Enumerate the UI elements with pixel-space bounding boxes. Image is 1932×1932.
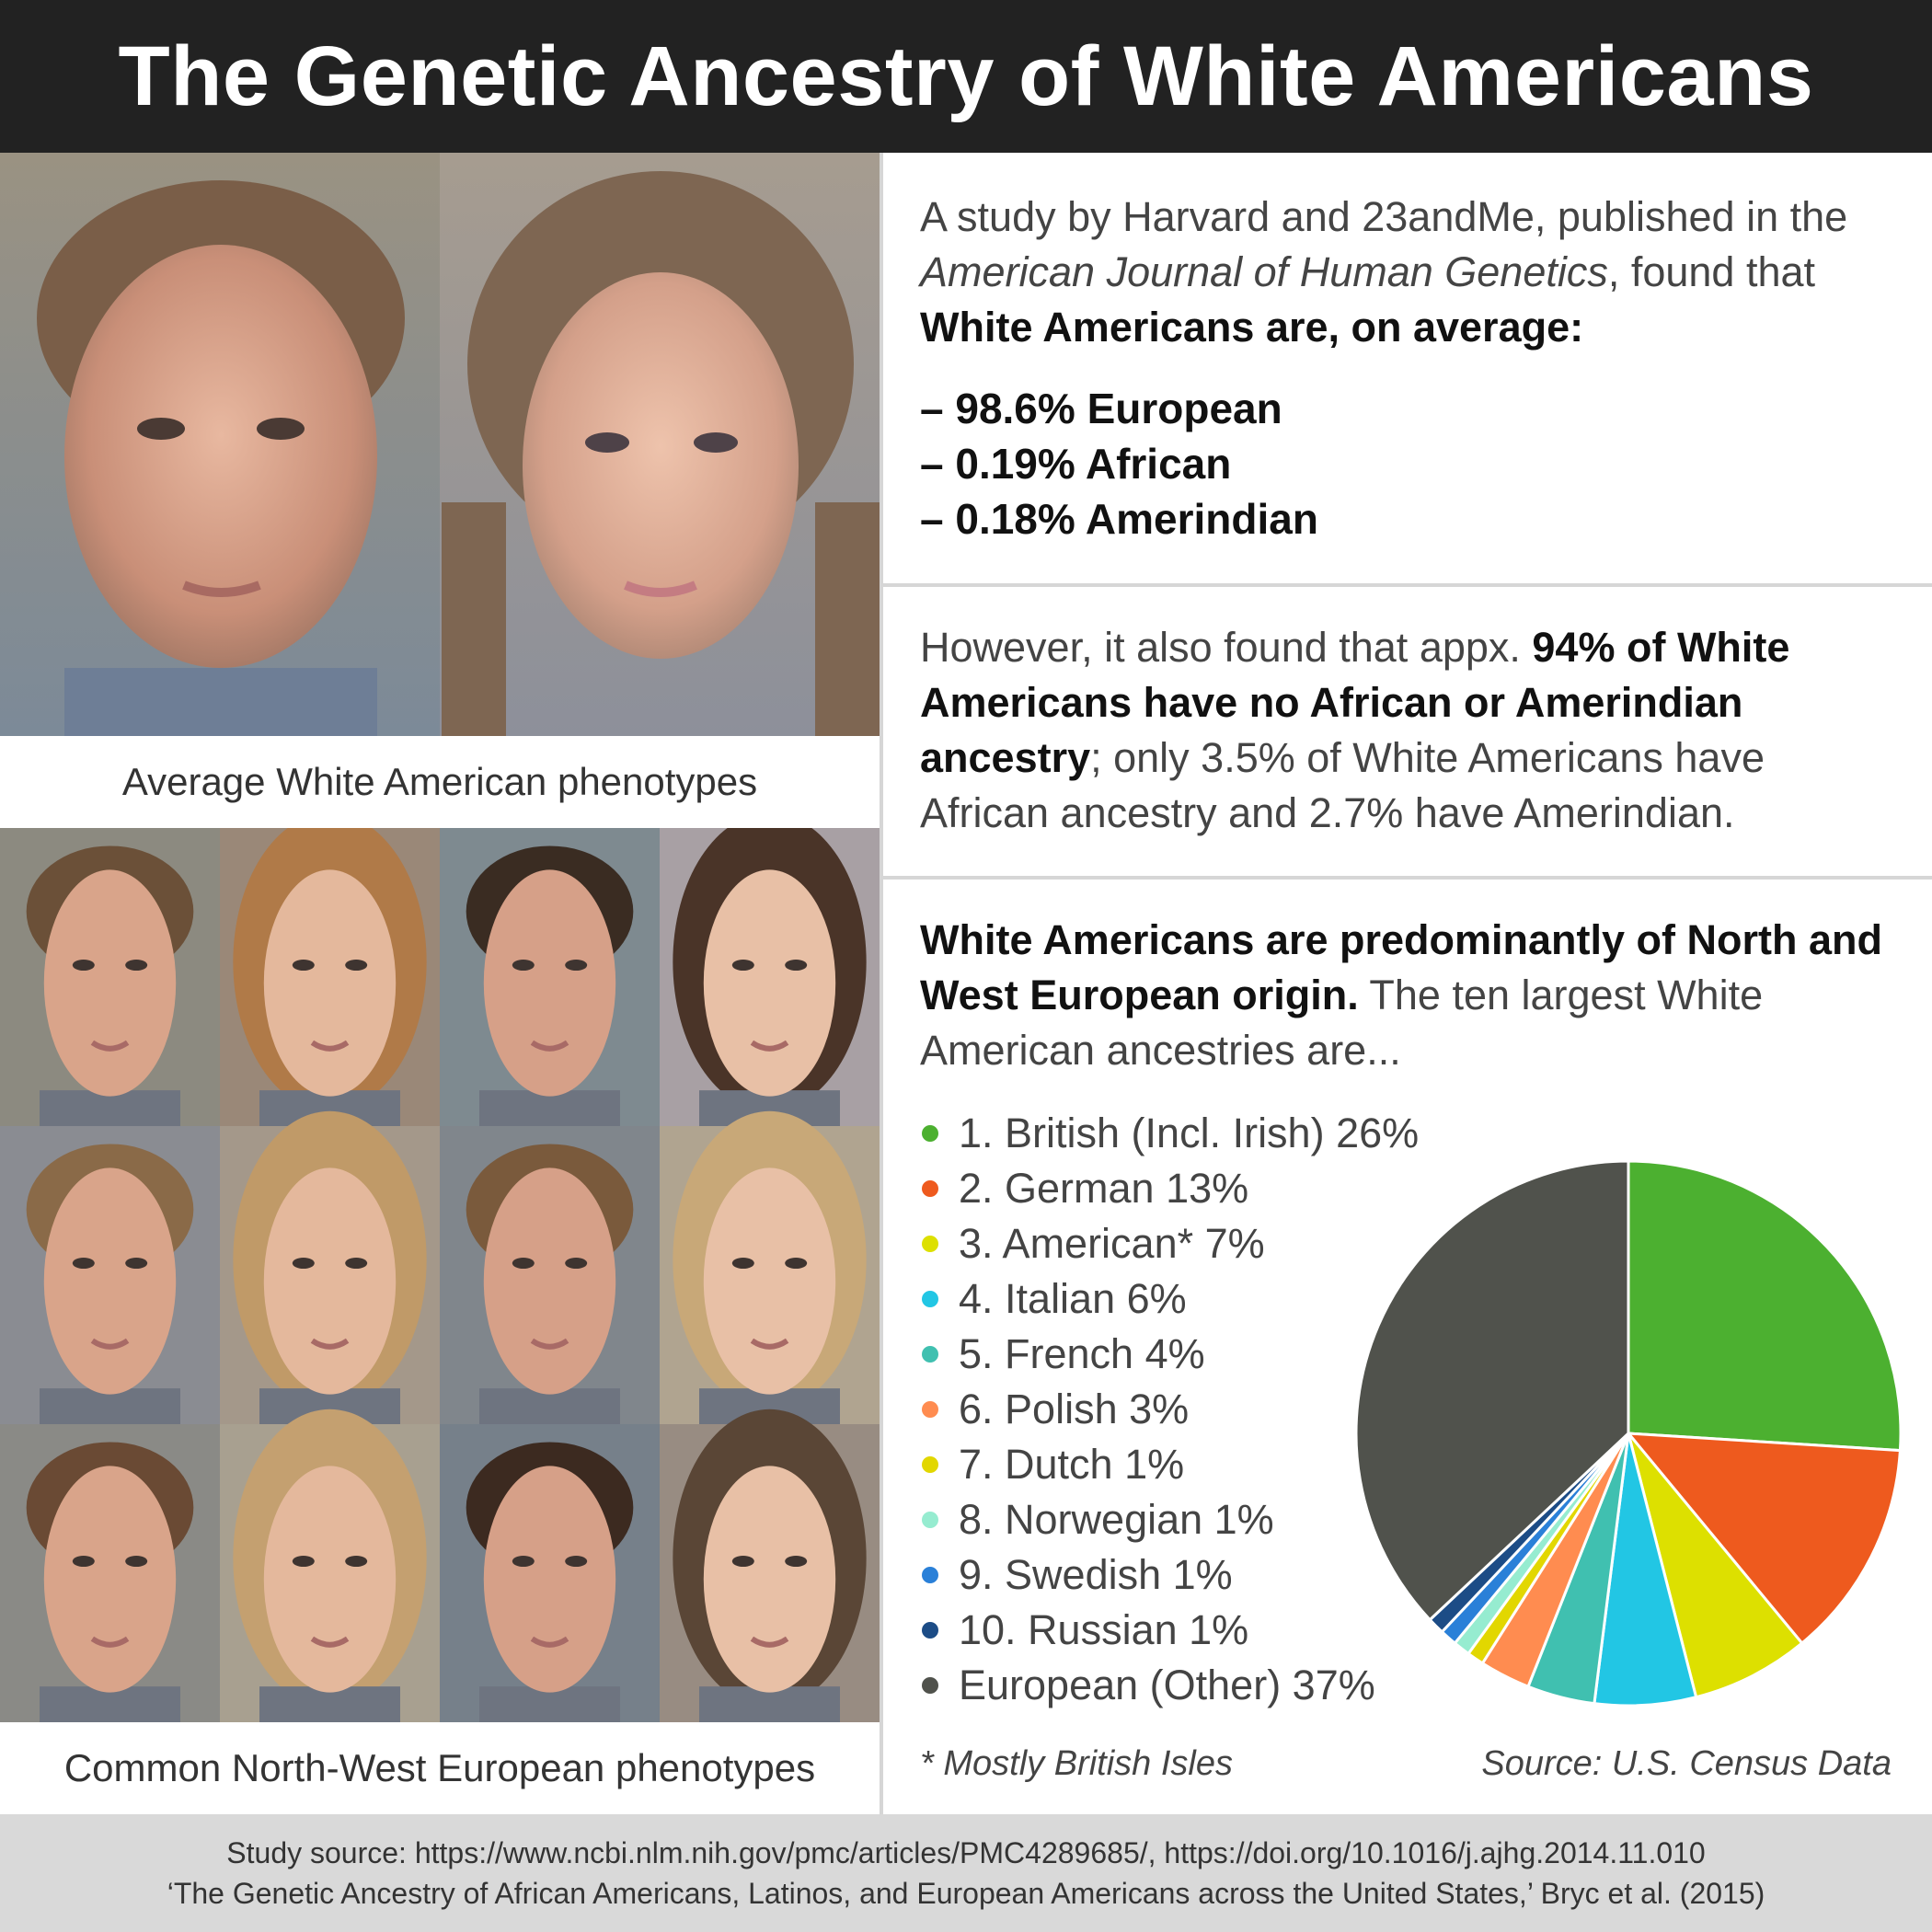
footer-line-1: Study source: https://www.ncbi.nlm.nih.g… (226, 1836, 1706, 1869)
study-intro-text: A study by Harvard and 23andMe, publishe… (920, 193, 1848, 240)
face-tile (0, 1424, 220, 1722)
face-tile (440, 828, 660, 1126)
however-bold: 94% of White Americans have no African o… (920, 624, 1790, 781)
legend-dot (922, 1622, 938, 1639)
list-item: – 0.18% Amerindian (920, 495, 1318, 543)
face-tile (220, 1110, 440, 1424)
pie-slice (1625, 1432, 1903, 1646)
common-phenotypes-caption: Common North-West European phenotypes (63, 1746, 816, 1789)
legend-label: 1. British (Incl. Irish) 26% (959, 1110, 1420, 1156)
legend-item: 6. Polish 3% (920, 1382, 1419, 1437)
legend-label: 5. French 4% (959, 1330, 1205, 1377)
face-tile (220, 1409, 440, 1722)
list-item: – 0.19% African (920, 440, 1232, 488)
legend-dot (922, 1125, 938, 1142)
section-divider (883, 583, 1932, 587)
legend-dot (922, 1236, 938, 1252)
footer: Study source: https://www.ncbi.nlm.nih.g… (0, 1814, 1932, 1932)
face-tile (660, 1409, 880, 1722)
ancestry-pie-chart (1343, 1148, 1914, 1719)
list-item: – 98.6% European (920, 385, 1282, 432)
legend-dot (922, 1512, 938, 1528)
legend-item: 5. French 4% (920, 1327, 1419, 1382)
however-paragraph: However, it also found that appx. 94% of… (920, 620, 1895, 841)
legend-label: European (Other) 37% (959, 1662, 1375, 1708)
origin-bold: White Americans are predominantly of Nor… (920, 916, 1882, 1018)
left-column: Average White American phenotypes Common… (0, 153, 880, 1814)
face-tile (440, 1126, 660, 1424)
face-tile (0, 828, 220, 1126)
legend-dot (922, 1401, 938, 1418)
pie-slice (1354, 1159, 1630, 1622)
section-divider (883, 876, 1932, 880)
pie-slice (1627, 1159, 1903, 1453)
however-text-2: ; only 3.5% of White Americans have Afri… (920, 734, 1765, 836)
legend-item: European (Other) 37% (920, 1658, 1419, 1713)
study-summary: A study by Harvard and 23andMe, publishe… (920, 190, 1895, 355)
face-tile (0, 1126, 220, 1424)
legend-dot (922, 1567, 938, 1583)
source-note: Source: U.S. Census Data (1481, 1744, 1892, 1783)
footnote: * Mostly British Isles (920, 1744, 1233, 1783)
legend-item: 7. Dutch 1% (920, 1437, 1419, 1492)
face-tile (440, 1424, 660, 1722)
legend-label: 7. Dutch 1% (959, 1441, 1185, 1488)
footer-line-2: ‘The Genetic Ancestry of African America… (167, 1877, 1765, 1910)
face-tile (660, 1110, 880, 1424)
origin-paragraph: White Americans are predominantly of Nor… (920, 913, 1895, 1078)
legend-item: 3. American* 7% (920, 1216, 1419, 1271)
legend-item: 4. Italian 6% (920, 1271, 1419, 1327)
title-bar: The Genetic Ancestry of White Americans (0, 0, 1932, 153)
legend-dot (922, 1291, 938, 1307)
legend-label: 4. Italian 6% (959, 1275, 1187, 1322)
legend-dot (922, 1677, 938, 1694)
origin-text: The ten largest White American ancestrie… (920, 972, 1764, 1074)
legend-dot (922, 1456, 938, 1473)
page-title: The Genetic Ancestry of White Americans (118, 29, 1814, 123)
right-column: A study by Harvard and 23andMe, publishe… (883, 153, 1932, 1814)
study-intro-bold: White Americans are, on average: (920, 304, 1584, 351)
column-divider (880, 153, 883, 1814)
legend-label: 2. German 13% (959, 1165, 1249, 1212)
legend-label: 8. Norwegian 1% (959, 1496, 1274, 1543)
legend-label: 9. Swedish 1% (959, 1551, 1233, 1598)
ancestry-average-list: – 98.6% European – 0.19% African – 0.18%… (920, 381, 1318, 546)
common-phenotypes-image (0, 828, 880, 1722)
face-tile (220, 828, 440, 1126)
average-phenotypes-caption: Average White American phenotypes (121, 760, 758, 803)
legend-dot (922, 1346, 938, 1363)
legend-item: 8. Norwegian 1% (920, 1492, 1419, 1547)
face-tile (660, 828, 880, 1126)
legend-label: 3. American* 7% (959, 1220, 1265, 1267)
legend-label: 6. Polish 3% (959, 1386, 1190, 1432)
legend-label: 10. Russian 1% (959, 1606, 1249, 1653)
legend-item: 10. Russian 1% (920, 1603, 1419, 1658)
chart-legend: 1. British (Incl. Irish) 26% 2. German 13… (920, 1106, 1419, 1713)
study-intro-text-2: , found that (1607, 248, 1816, 295)
legend-dot (922, 1180, 938, 1197)
legend-item: 9. Swedish 1% (920, 1547, 1419, 1603)
however-text: However, it also found that appx. (920, 624, 1533, 671)
legend-item: 2. German 13% (920, 1161, 1419, 1216)
journal-name: American Journal of Human Genetics (920, 248, 1608, 295)
average-phenotypes-image (0, 153, 880, 736)
legend-item: 1. British (Incl. Irish) 26% (920, 1106, 1419, 1161)
pie-slice (1627, 1432, 1804, 1699)
